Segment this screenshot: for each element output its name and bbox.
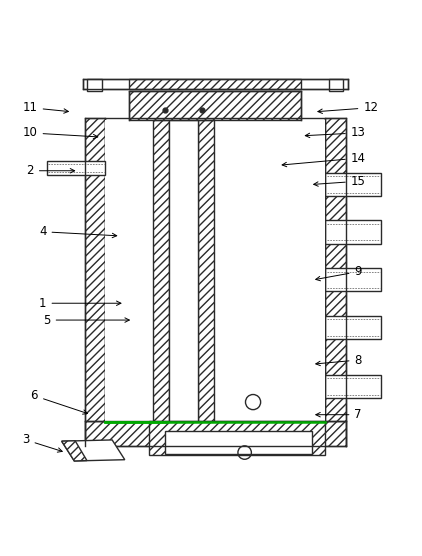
Polygon shape [62,441,87,461]
Bar [325,316,381,339]
Bar [329,79,344,91]
Text: 3: 3 [22,434,62,452]
Text: 8: 8 [316,354,362,366]
Bar [325,118,346,421]
Text: 15: 15 [314,175,365,188]
Text: 2: 2 [27,164,75,177]
Bar [87,79,102,91]
Bar [105,118,325,421]
Bar [198,120,214,421]
Bar [165,431,311,454]
Text: 13: 13 [305,126,365,140]
Text: 1: 1 [39,297,121,310]
Bar [153,120,169,421]
Bar [325,220,381,244]
Bar [129,91,301,120]
Bar [169,120,198,421]
Bar [85,421,346,446]
Bar [149,421,325,455]
Bar [325,269,381,291]
Bar [325,375,381,398]
Text: 6: 6 [30,389,87,414]
Bar [83,80,348,89]
Text: 7: 7 [316,408,362,421]
Text: 12: 12 [318,101,379,114]
Bar [214,120,325,421]
Polygon shape [62,440,125,461]
Bar [129,80,301,89]
Text: 11: 11 [23,101,68,114]
Text: 5: 5 [43,314,129,326]
Text: 10: 10 [23,126,98,140]
Text: 4: 4 [39,225,117,238]
Bar [47,161,105,175]
Bar [325,173,381,196]
Text: 14: 14 [282,152,366,167]
Text: 9: 9 [316,265,362,281]
Bar [105,120,153,421]
Bar [85,118,105,421]
